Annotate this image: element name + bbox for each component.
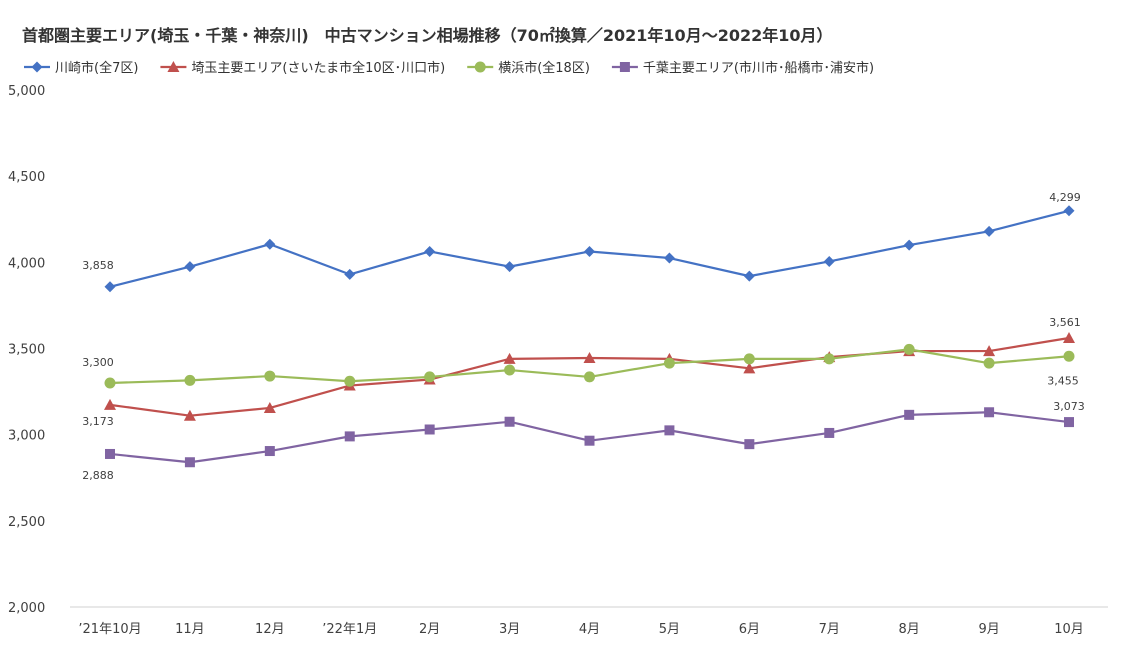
data-point bbox=[743, 353, 755, 365]
x-tick-label: 11月 bbox=[175, 622, 205, 637]
x-tick-label: 6月 bbox=[739, 622, 760, 637]
data-point bbox=[264, 238, 276, 250]
data-point bbox=[184, 457, 195, 468]
x-tick-label: 3月 bbox=[499, 622, 520, 637]
data-point bbox=[584, 371, 595, 383]
legend-item-0: 川崎市(全7区) bbox=[24, 60, 138, 76]
series-2 bbox=[104, 343, 1075, 389]
x-tick-label: 12月 bbox=[255, 622, 285, 637]
legend-label: 千葉主要エリア(市川市･船橋市･浦安市) bbox=[643, 60, 874, 76]
data-label: 3,561 bbox=[1049, 316, 1081, 329]
legend-item-2: 横浜市(全18区) bbox=[467, 60, 590, 76]
data-point bbox=[904, 409, 915, 420]
data-point bbox=[983, 357, 995, 369]
x-tick-label: 10月 bbox=[1054, 622, 1084, 637]
data-point bbox=[104, 281, 116, 293]
data-point bbox=[1063, 205, 1075, 217]
data-point bbox=[983, 345, 996, 357]
data-point bbox=[663, 252, 675, 264]
data-point bbox=[824, 427, 835, 438]
data-label: 2,888 bbox=[82, 469, 114, 482]
data-point bbox=[504, 261, 516, 273]
data-point bbox=[344, 431, 355, 442]
data-point bbox=[744, 439, 755, 450]
data-point bbox=[1063, 350, 1075, 362]
data-point bbox=[183, 409, 196, 421]
data-label: 3,173 bbox=[82, 415, 114, 428]
y-tick-label: 5,000 bbox=[8, 84, 45, 99]
x-tick-label: 9月 bbox=[978, 622, 999, 637]
data-point bbox=[424, 245, 436, 257]
x-tick-label: 5月 bbox=[659, 622, 680, 637]
data-point bbox=[264, 370, 276, 382]
x-tick-label: ’21年10月 bbox=[78, 622, 141, 637]
data-labels: 3,858 4,299 3,173 3,561 3,300 3,455 2,888 3,073 bbox=[82, 191, 1085, 482]
data-point bbox=[663, 357, 675, 369]
series-3 bbox=[105, 407, 1074, 468]
data-point bbox=[664, 425, 675, 436]
data-point bbox=[184, 261, 196, 273]
data-point bbox=[104, 377, 116, 389]
legend-marker bbox=[474, 61, 486, 73]
y-axis: 2,000 2,500 3,000 3,500 4,000 4,500 5,000 bbox=[8, 84, 45, 616]
data-point bbox=[424, 424, 435, 435]
legend-marker bbox=[31, 61, 43, 73]
x-axis: ’21年10月 11月 12月 ’22年1月 2月 3月 4月 5月 6月 7月 8月 9月 10月 bbox=[70, 606, 1108, 637]
data-label: 3,073 bbox=[1053, 400, 1085, 413]
legend-label: 横浜市(全18区) bbox=[498, 60, 590, 76]
x-tick-label: 8月 bbox=[899, 622, 920, 637]
data-point bbox=[1064, 417, 1074, 428]
legend-item-3: 千葉主要エリア(市川市･船橋市･浦安市) bbox=[611, 60, 874, 76]
data-point bbox=[504, 416, 515, 427]
data-label: 3,455 bbox=[1047, 374, 1079, 387]
data-label: 3,858 bbox=[82, 259, 114, 272]
data-point bbox=[504, 364, 516, 376]
y-tick-label: 3,000 bbox=[8, 429, 45, 444]
data-point bbox=[984, 407, 995, 418]
data-point bbox=[503, 352, 516, 364]
data-point bbox=[584, 435, 595, 446]
data-point bbox=[823, 353, 835, 365]
data-point bbox=[105, 448, 115, 459]
data-label: 3,300 bbox=[82, 356, 114, 369]
series-0 bbox=[104, 205, 1075, 293]
data-point bbox=[983, 225, 995, 237]
data-point bbox=[743, 270, 755, 282]
legend-item-1: 埼玉主要エリア(さいたま市全10区･川口市) bbox=[160, 60, 445, 76]
data-point bbox=[104, 398, 116, 410]
data-point bbox=[344, 375, 356, 387]
legend-label: 川崎市(全7区) bbox=[55, 60, 138, 76]
x-tick-label: 2月 bbox=[419, 622, 440, 637]
chart-title: 首都圏主要エリア(埼玉・千葉・神奈川) 中古マンション相場推移（70㎡換算／20… bbox=[22, 26, 833, 45]
data-label: 4,299 bbox=[1049, 191, 1081, 204]
legend-marker bbox=[167, 61, 180, 72]
data-point bbox=[584, 245, 595, 257]
series-layer bbox=[104, 205, 1075, 468]
legend: 川崎市(全7区) 埼玉主要エリア(さいたま市全10区･川口市) 横浜市(全18区) 千… bbox=[24, 60, 874, 76]
x-tick-label: 4月 bbox=[579, 622, 600, 637]
data-point bbox=[903, 343, 915, 355]
legend-label: 埼玉主要エリア(さいたま市全10区･川口市) bbox=[191, 60, 445, 76]
y-tick-label: 4,000 bbox=[8, 256, 45, 271]
data-point bbox=[743, 362, 756, 374]
y-tick-label: 2,500 bbox=[8, 515, 45, 530]
y-tick-label: 4,500 bbox=[8, 170, 45, 185]
data-point bbox=[1063, 331, 1075, 343]
data-point bbox=[583, 351, 596, 363]
data-point bbox=[344, 268, 356, 280]
data-point bbox=[823, 255, 835, 267]
data-point bbox=[263, 401, 276, 413]
x-tick-label: 7月 bbox=[819, 622, 840, 637]
data-point bbox=[184, 374, 196, 386]
data-point bbox=[424, 371, 436, 383]
legend-marker bbox=[619, 62, 630, 72]
data-point bbox=[264, 446, 275, 457]
y-tick-label: 2,000 bbox=[8, 601, 45, 616]
y-tick-label: 3,500 bbox=[8, 343, 45, 358]
data-point bbox=[903, 239, 915, 251]
x-tick-label: ’22年1月 bbox=[322, 622, 377, 637]
